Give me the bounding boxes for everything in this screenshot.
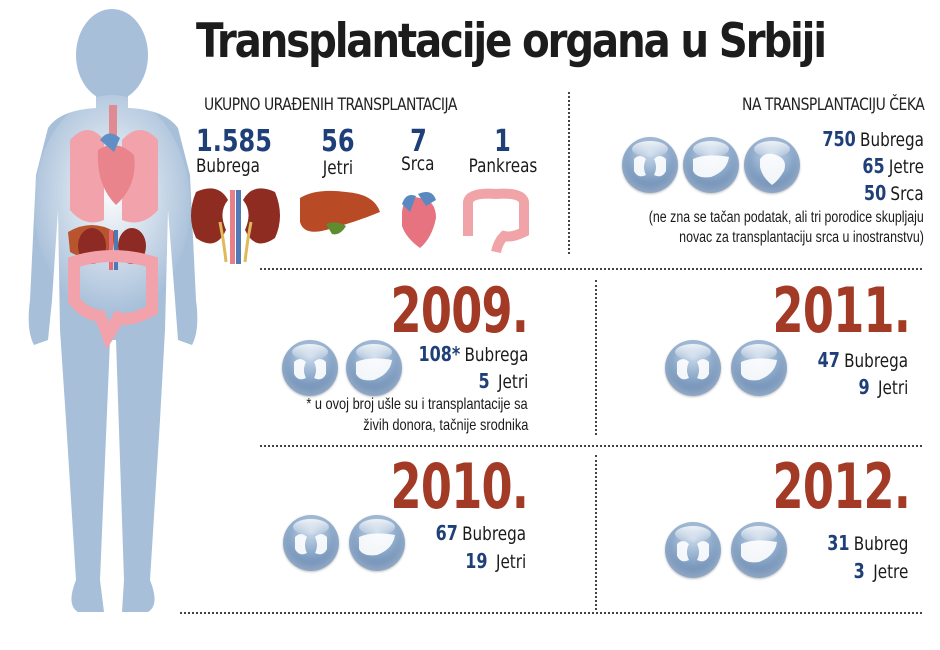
waiting-note-line1: (ne zna se tačan podatak, ali tri porodi… [648, 209, 924, 226]
year-2012-livers: 3 Jetre [853, 559, 908, 583]
heart-icon [402, 192, 436, 248]
year-2009-liver-icon [346, 340, 402, 396]
human-body-icon [28, 9, 198, 612]
waiting-kidney-icon [622, 137, 678, 193]
year-2009-kidneys: 108* Bubrega [418, 342, 528, 366]
year-2009-livers: 5 Jetri [478, 369, 528, 393]
page-title: Transplantacije organa u Srbiji [196, 14, 827, 69]
year-2011: 2011. [772, 274, 910, 347]
liver-icon [300, 190, 380, 235]
total-item-kidneys: 1.585 Bubrega [196, 124, 272, 177]
year-2010-livers: 19 Jetri [465, 549, 526, 573]
year-2012-kidney-icon [665, 522, 721, 578]
year-2010-kidney-icon [283, 515, 339, 571]
divider-horizontal-2 [260, 445, 922, 447]
body-illustration [0, 0, 260, 645]
year-2010-liver-icon [349, 515, 405, 571]
total-item-pancreas: 1 Pankreas [468, 124, 537, 177]
waiting-note-line2: novac za transplantaciju srca u inostran… [679, 229, 924, 246]
waiting-hearts: 50 Srca [864, 181, 924, 205]
year-2009-note-line1: * u ovoj broj ušle su i transplantacije … [306, 396, 528, 413]
waiting-liver-icon [683, 137, 739, 193]
year-2010: 2010. [390, 450, 528, 523]
year-2011-livers: 9 Jetri [858, 375, 908, 399]
total-item-heart: 7 Srca [401, 124, 435, 175]
year-2011-kidneys: 47 Bubrega [817, 348, 908, 372]
waiting-heart-icon [744, 137, 800, 193]
total-heading: UKUPNO URAĐENIH TRANSPLANTACIJA [204, 95, 457, 115]
year-2009-note-line2: živih donora, tačnije srodnika [362, 417, 528, 434]
year-2012: 2012. [772, 450, 910, 523]
waiting-kidneys: 750 Bubrega [822, 127, 924, 151]
divider-horizontal-1 [260, 268, 922, 270]
divider-horizontal-3 [180, 612, 922, 614]
kidneys-icon [191, 188, 280, 264]
year-2009: 2009. [390, 274, 528, 347]
intestine-icon [463, 188, 529, 254]
year-2012-kidneys: 31 Bubreg [826, 531, 908, 555]
year-2012-liver-icon [731, 522, 787, 578]
waiting-heading: NA TRANSPLANTACIJU ČEKA [741, 95, 925, 115]
divider-vertical-mid-2 [595, 455, 597, 610]
internal-organs [68, 105, 158, 350]
year-2010-kidneys: 67 Bubrega [435, 521, 526, 545]
year-2011-kidney-icon [665, 340, 721, 396]
year-2011-liver-icon [731, 340, 787, 396]
waiting-livers: 65 Jetre [862, 154, 924, 178]
divider-vertical-top [568, 92, 570, 254]
divider-vertical-mid-1 [595, 280, 597, 435]
year-2009-kidney-icon [282, 340, 338, 396]
total-item-liver: 56 Jetri [321, 124, 355, 179]
